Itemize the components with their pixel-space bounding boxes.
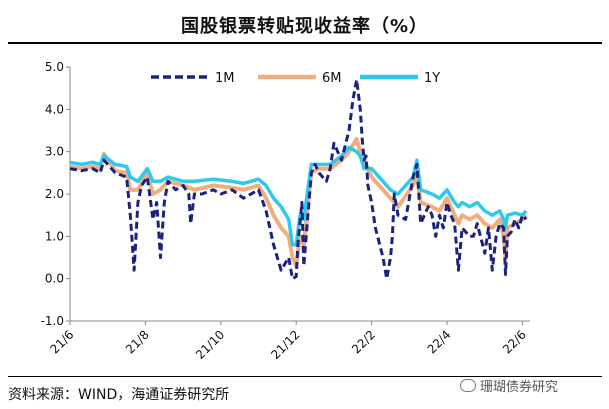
- x-tick-label: 22/2: [349, 328, 378, 357]
- source-rule: [8, 376, 602, 377]
- y-tick-label: 4.0: [45, 102, 64, 116]
- legend-label-6M: 6M: [322, 71, 342, 86]
- watermark-text: 珊瑚债券研究: [480, 380, 559, 395]
- series-layer: [69, 78, 528, 281]
- line-chart: -1.0 0.0 1.0 2.0 3.0 4.0 5.0 21/6 21/8 21/10 21/12…: [41, 60, 530, 362]
- source-note: 资料来源：WIND，海通证券研究所: [8, 387, 230, 403]
- x-tick-label: 21/8: [123, 328, 152, 357]
- x-tick-label: 21/12: [268, 328, 302, 362]
- chart-title: 国股银票转贴现收益率（%）: [180, 16, 429, 37]
- watermark: 珊瑚债券研究: [460, 376, 558, 395]
- x-tick-label: 22/4: [425, 328, 454, 357]
- x-tick-label: 22/6: [500, 328, 529, 357]
- y-tick-label: 1.0: [45, 229, 64, 243]
- wechat-icon: [460, 379, 476, 392]
- legend-label-1M: 1M: [215, 71, 235, 86]
- y-tick-label: 0.0: [45, 272, 64, 286]
- y-tick-label: -1.0: [41, 314, 64, 328]
- legend-label-1Y: 1Y: [424, 71, 440, 86]
- title-rule: [8, 42, 602, 44]
- legend: 1M 6M 1Y: [151, 71, 440, 86]
- x-tick-label: 21/6: [48, 328, 77, 357]
- y-tick-label: 2.0: [45, 187, 64, 201]
- y-tick-label: 5.0: [45, 60, 64, 74]
- x-tick-label: 21/10: [193, 328, 227, 362]
- y-tick-label: 3.0: [45, 145, 64, 159]
